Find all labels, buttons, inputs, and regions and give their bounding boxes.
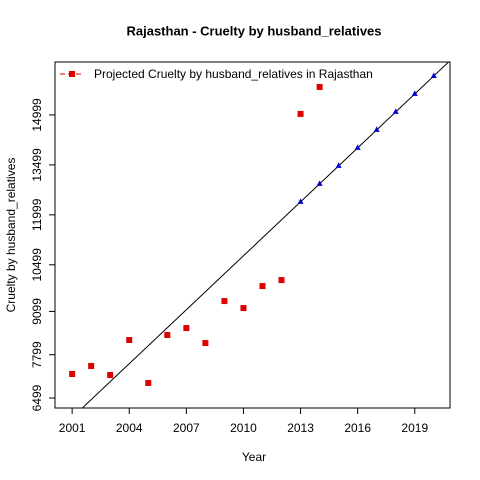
y-tick-label: 13499 — [30, 148, 44, 182]
point — [335, 162, 342, 168]
point — [354, 144, 361, 150]
x-tick-label: 2019 — [401, 421, 428, 435]
legend-label: Projected Cruelty by husband_relatives i… — [94, 67, 373, 81]
point — [69, 370, 76, 377]
point — [297, 198, 304, 204]
point — [107, 371, 114, 378]
point — [316, 180, 323, 186]
point — [297, 110, 304, 117]
point — [164, 332, 171, 339]
point — [202, 340, 209, 347]
point — [221, 298, 228, 305]
x-tick-label: 2004 — [116, 421, 143, 435]
plot-area — [69, 62, 449, 408]
point — [145, 379, 152, 386]
point — [411, 90, 418, 96]
point — [126, 337, 133, 344]
y-tick-label: 6499 — [30, 384, 44, 411]
point — [88, 363, 95, 370]
point — [430, 72, 437, 78]
y-axis-label: Cruelty by husband_relatives — [4, 158, 18, 313]
x-tick-label: 2013 — [287, 421, 314, 435]
x-tick-label: 2001 — [59, 421, 86, 435]
x-axis-label: Year — [242, 450, 266, 464]
legend-marker — [69, 71, 75, 77]
x-tick-label: 2010 — [230, 421, 257, 435]
point — [316, 83, 323, 90]
chart-title: Rajasthan - Cruelty by husband_relatives — [126, 23, 381, 38]
y-tick-label: 7799 — [30, 341, 44, 368]
point — [259, 283, 266, 290]
fit-line — [81, 62, 449, 408]
y-tick-label: 9099 — [30, 298, 44, 325]
plot-frame — [54, 61, 451, 409]
x-tick-label: 2007 — [173, 421, 200, 435]
point — [373, 126, 380, 132]
point — [240, 305, 247, 312]
y-tick-label: 11999 — [30, 198, 44, 231]
y-tick-label: 14999 — [30, 98, 44, 132]
point — [278, 277, 285, 284]
point — [392, 108, 399, 114]
point — [183, 325, 190, 332]
x-tick-label: 2016 — [344, 421, 371, 435]
y-tick-label: 10499 — [30, 248, 44, 282]
